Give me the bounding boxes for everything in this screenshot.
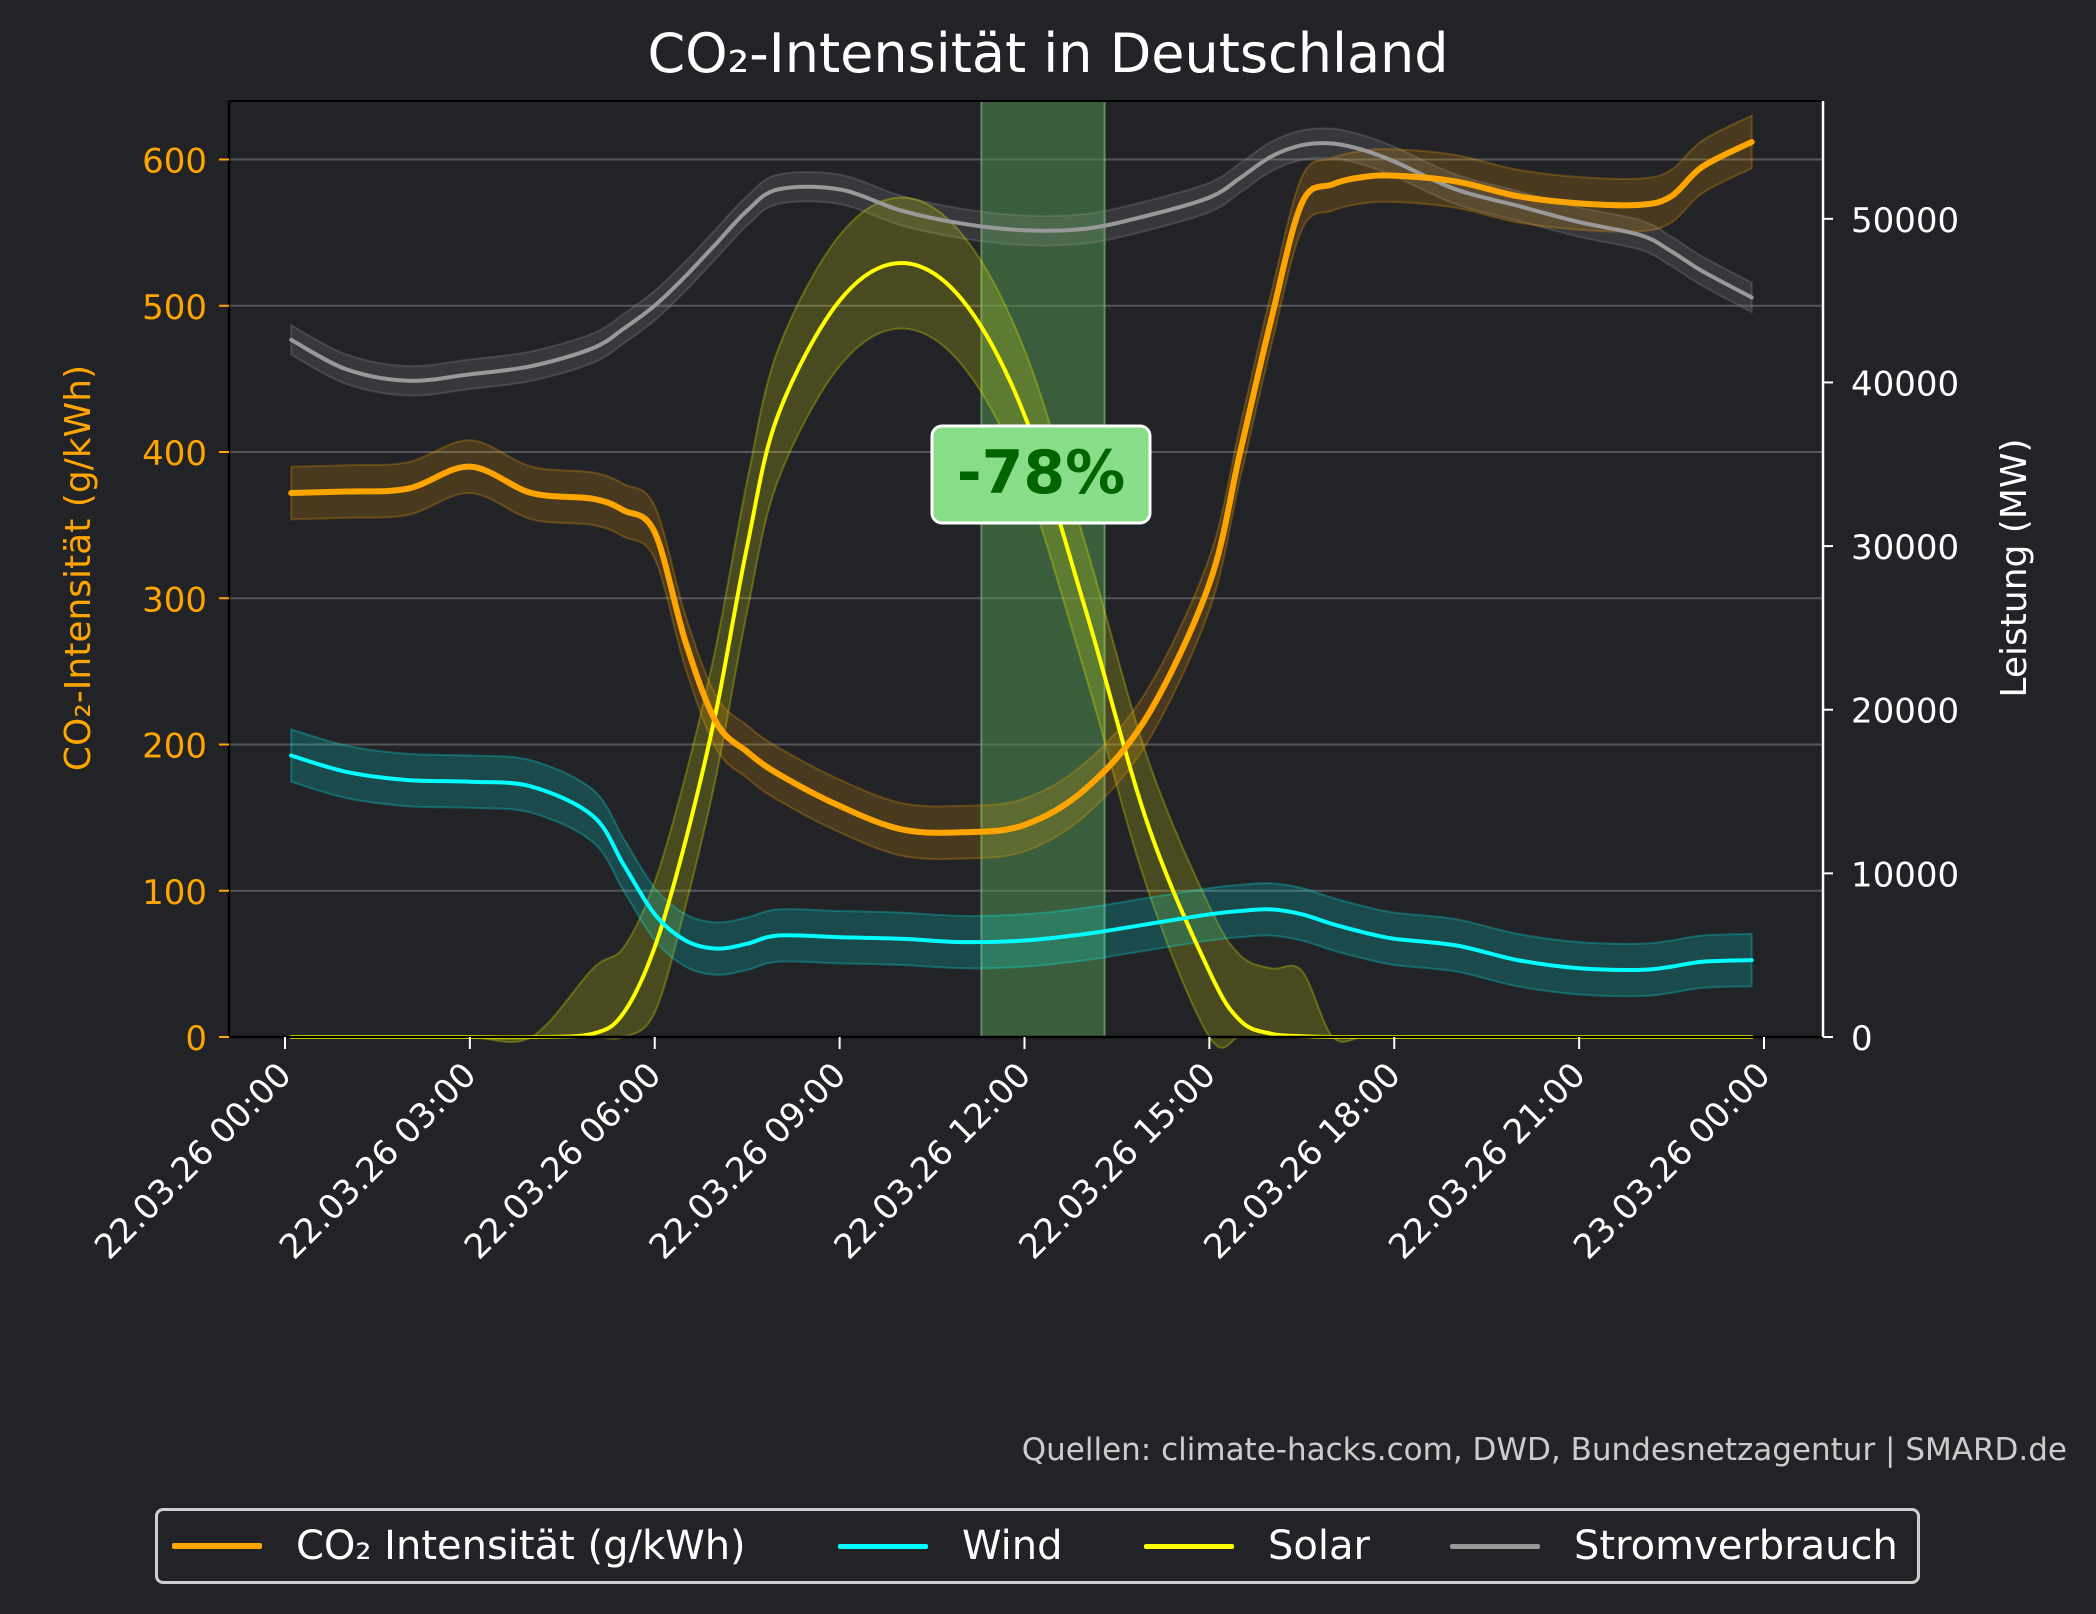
legend-label-co2: CO₂ Intensität (g/kWh) [296,1523,746,1569]
legend-swatch-wind [838,1543,928,1549]
y-left-tick-label-4: 400 [142,434,207,474]
band-co-intensit-t-g-kwh- [290,113,1753,861]
y-left-tick-label-5: 500 [142,288,207,328]
reduction-annotation: -78% [930,424,1152,525]
annotation-box [930,424,1152,525]
y-right-tick-label-5: 50000 [1851,201,1959,241]
y-axis-right-label: Leistung (MW) [1994,438,2035,697]
y-right-tick-label-4: 40000 [1851,364,1959,404]
legend-swatch-stromverbrauch [1450,1543,1540,1549]
series-line-stromverbrauch [289,141,1754,383]
annotation-text: -78% [957,438,1126,508]
y-right-tick-label-0: 0 [1851,1019,1873,1059]
y-left-tick-label-1: 100 [142,873,207,913]
y-left-tick-label-0: 0 [185,1019,207,1059]
series-line-co-intensit-t-g-kwh- [288,139,1755,836]
y-left-tick-label-3: 300 [142,580,207,620]
chart-title: CO₂-Intensität in Deutschland [647,22,1448,85]
band-stromverbrauch [290,127,1753,397]
legend-label-wind: Wind [962,1523,1063,1569]
legend-item-solar: Solar [1144,1511,1370,1581]
axes [219,100,1833,1049]
legend-item-co2: CO₂ Intensität (g/kWh) [172,1511,746,1581]
legend-swatch-solar [1144,1543,1234,1549]
confidence-bands [290,113,1753,1049]
legend-label-solar: Solar [1268,1523,1370,1569]
legend-label-stromverbrauch: Stromverbrauch [1574,1523,1898,1569]
source-note: Quellen: climate-hacks.com, DWD, Bundesn… [1022,1432,2067,1468]
y-right-tick-label-2: 20000 [1851,692,1959,732]
y-axis-left-label: CO₂-Intensität (g/kWh) [58,365,99,771]
series-line-wind [289,753,1754,973]
legend-item-wind: Wind [838,1511,1063,1581]
y-right-tick-label-1: 10000 [1851,855,1959,895]
band-wind [290,728,1753,998]
y-left-tick-label-2: 200 [142,727,207,767]
highlight-window [980,100,1106,1038]
y-right-tick-label-3: 30000 [1851,528,1959,568]
legend-item-stromverbrauch: Stromverbrauch [1450,1511,1898,1581]
y-left-tick-label-6: 600 [142,142,207,182]
legend: CO₂ Intensität (g/kWh) Wind Solar Stromv… [155,1508,1920,1584]
legend-swatch-co2 [172,1543,262,1549]
